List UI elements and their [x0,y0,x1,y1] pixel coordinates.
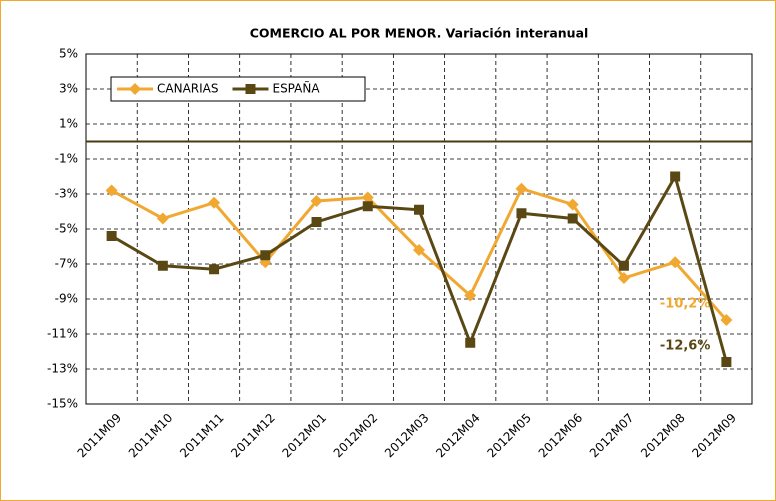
point [567,213,578,224]
x-tick-label: 2012M03 [382,411,432,461]
point [720,314,733,326]
point [464,289,477,302]
point [260,250,271,261]
point [106,231,117,241]
y-tick-label: 3% [59,82,78,96]
legend-label: CANARIAS [157,82,218,96]
point [208,196,221,209]
point [310,195,323,207]
x-tick-label: 2012M05 [484,411,534,461]
y-tick-label: 1% [59,117,78,131]
legend-marker [129,83,141,95]
point [311,217,322,227]
x-tick-label: 2011M10 [126,411,176,461]
point [157,260,168,271]
value-label: -12,6% [660,339,711,354]
x-tick-label: 2011M09 [75,411,125,461]
y-tick-label: -13% [47,362,78,376]
value-label: -10,2% [660,297,711,312]
x-tick-label: 2012M08 [638,411,688,461]
point [515,182,528,195]
legend-label: ESPAÑA [272,81,320,96]
point [156,212,169,225]
point [362,201,373,212]
y-tick-label: -5% [55,222,78,236]
x-tick-label: 2012M01 [280,411,330,461]
point [209,264,220,275]
point [361,191,374,204]
x-tick-label: 2011M12 [228,411,278,461]
y-tick-label: -1% [55,152,78,166]
y-tick-label: -9% [55,292,78,306]
y-tick-label: -3% [55,187,78,201]
x-tick-label: 2012M07 [587,411,637,461]
point [669,256,682,269]
point [566,198,579,211]
x-tick-label: 2012M04 [433,411,483,461]
point [618,260,629,271]
point [413,244,425,256]
point [465,337,476,348]
x-tick-label: 2012M02 [331,411,381,461]
x-tick-label: 2012M06 [536,411,586,461]
point [670,171,681,182]
chart-title: COMERCIO AL POR MENOR. Variación interan… [250,26,589,41]
point [617,272,630,284]
y-tick-label: -15% [47,397,78,411]
y-tick-label: -11% [47,327,78,341]
point [721,357,732,367]
y-tick-label: 5% [59,47,78,61]
point [414,204,424,215]
point [105,184,118,197]
legend-marker [245,84,256,94]
x-tick-label: 2012M09 [689,411,739,461]
plot-border [85,53,753,405]
point [516,208,527,219]
x-tick-label: 2011M11 [177,411,227,461]
y-tick-label: -7% [55,257,78,271]
